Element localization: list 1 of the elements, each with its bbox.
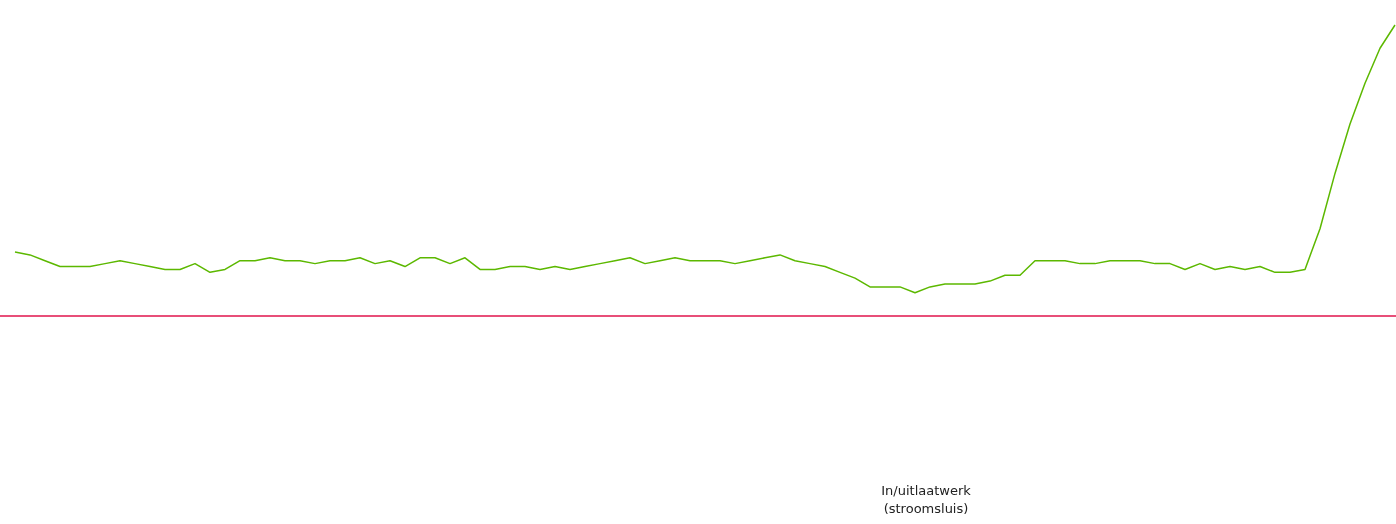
text: In/uitlaatwerk (stroomsluis) xyxy=(881,483,972,516)
